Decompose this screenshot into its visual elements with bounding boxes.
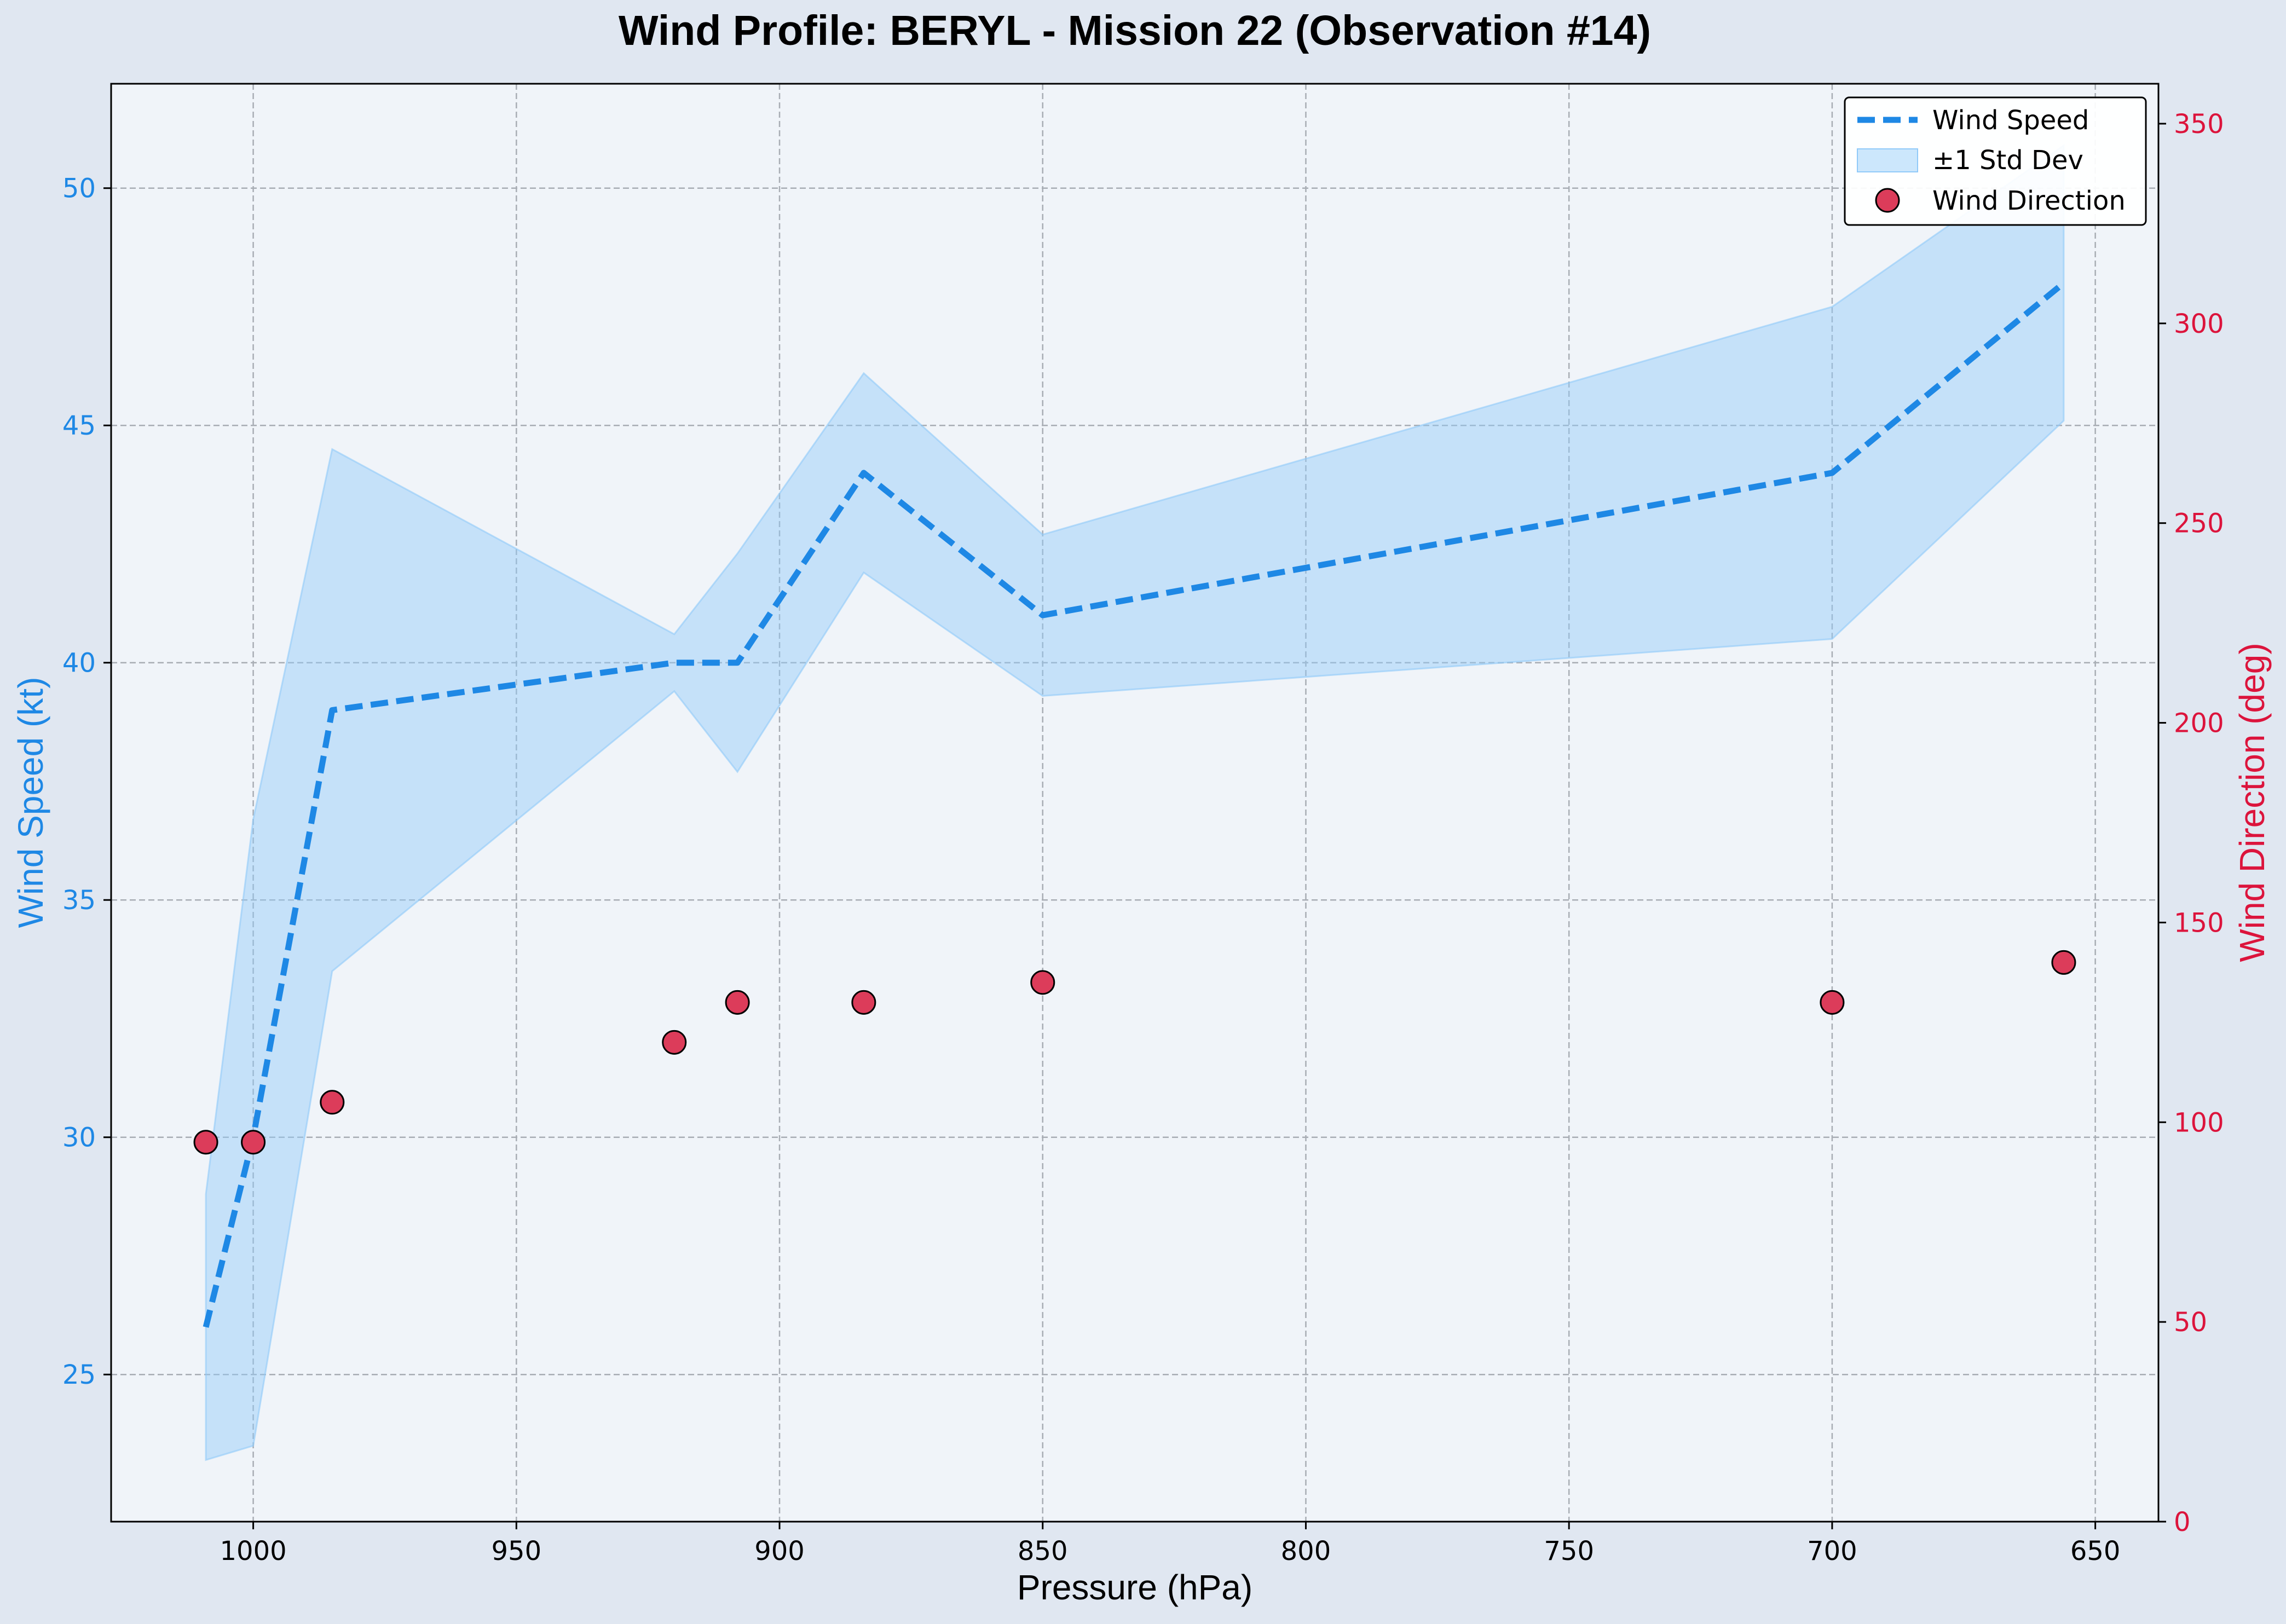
x-axis-ticks: 1000 950 900 850 800 750 700 650 [220, 1522, 2121, 1567]
y-right-tick-label: 250 [2174, 508, 2224, 539]
y-axis-ticks: 25 30 35 40 45 50 [62, 174, 111, 1390]
legend-std-dev-label: ±1 Std Dev [1932, 145, 2083, 176]
x-tick-label: 800 [1281, 1536, 1331, 1567]
y-right-tick-label: 150 [2174, 908, 2224, 938]
y-axis-right-label: Wind Direction (deg) [2232, 643, 2272, 962]
y-tick-label: 45 [62, 411, 96, 441]
y-tick-label: 30 [62, 1123, 96, 1153]
x-tick-label: 700 [1807, 1536, 1857, 1567]
x-tick-label: 950 [491, 1536, 541, 1567]
legend: Wind Speed ±1 Std Dev Wind Direction [1844, 96, 2147, 226]
y-right-tick-label: 0 [2174, 1507, 2191, 1538]
y-right-tick-label: 100 [2174, 1107, 2224, 1138]
wind-direction-point [193, 1130, 218, 1155]
legend-std-dev-swatch [1857, 148, 1918, 172]
std-dev-band [205, 143, 2065, 1461]
x-tick-label: 650 [2070, 1536, 2121, 1567]
wind-direction-point [2051, 950, 2076, 975]
plot-frame [110, 83, 2160, 1523]
wind-direction-point [725, 990, 750, 1015]
wind-speed-series-line [203, 280, 2066, 1328]
wind-direction-point [320, 1090, 345, 1115]
y-tick-label: 35 [62, 885, 96, 916]
wind-direction-point [1030, 970, 1055, 995]
plot-area [111, 84, 2158, 1522]
wind-direction-point [241, 1130, 266, 1155]
legend-wind-direction-marker [1875, 188, 1900, 213]
legend-wind-speed-label: Wind Speed [1932, 105, 2089, 136]
x-tick-label: 1000 [220, 1536, 287, 1567]
y-tick-label: 40 [62, 648, 96, 679]
std-dev-band-area [205, 143, 2065, 1461]
wind-direction-point [1820, 990, 1845, 1015]
y-right-tick-label: 200 [2174, 708, 2224, 739]
y-right-tick-label: 300 [2174, 309, 2224, 339]
wind-speed-line [203, 280, 2066, 1328]
wind-direction-point [662, 1030, 687, 1055]
x-tick-label: 850 [1018, 1536, 1068, 1567]
y-tick-label: 25 [62, 1360, 96, 1390]
x-tick-label: 750 [1544, 1536, 1594, 1567]
wind-direction-point [851, 990, 876, 1015]
chart-title: Wind Profile: BERYL - Mission 22 (Observ… [619, 7, 1651, 54]
legend-wind-direction-label: Wind Direction [1932, 186, 2126, 216]
y-axis-label: Wind Speed (kt) [11, 677, 50, 928]
y-tick-label: 50 [62, 174, 96, 204]
x-axis-label: Pressure (hPa) [1017, 1568, 1252, 1607]
legend-box [1844, 96, 2147, 226]
y-axis-right-ticks: 0 50 100 150 200 250 300 350 [2158, 109, 2224, 1538]
y-right-tick-label: 350 [2174, 109, 2224, 140]
y-right-tick-label: 50 [2174, 1307, 2207, 1338]
x-tick-label: 900 [754, 1536, 805, 1567]
grid [111, 84, 2158, 1522]
wind-direction-points [193, 950, 2076, 1155]
